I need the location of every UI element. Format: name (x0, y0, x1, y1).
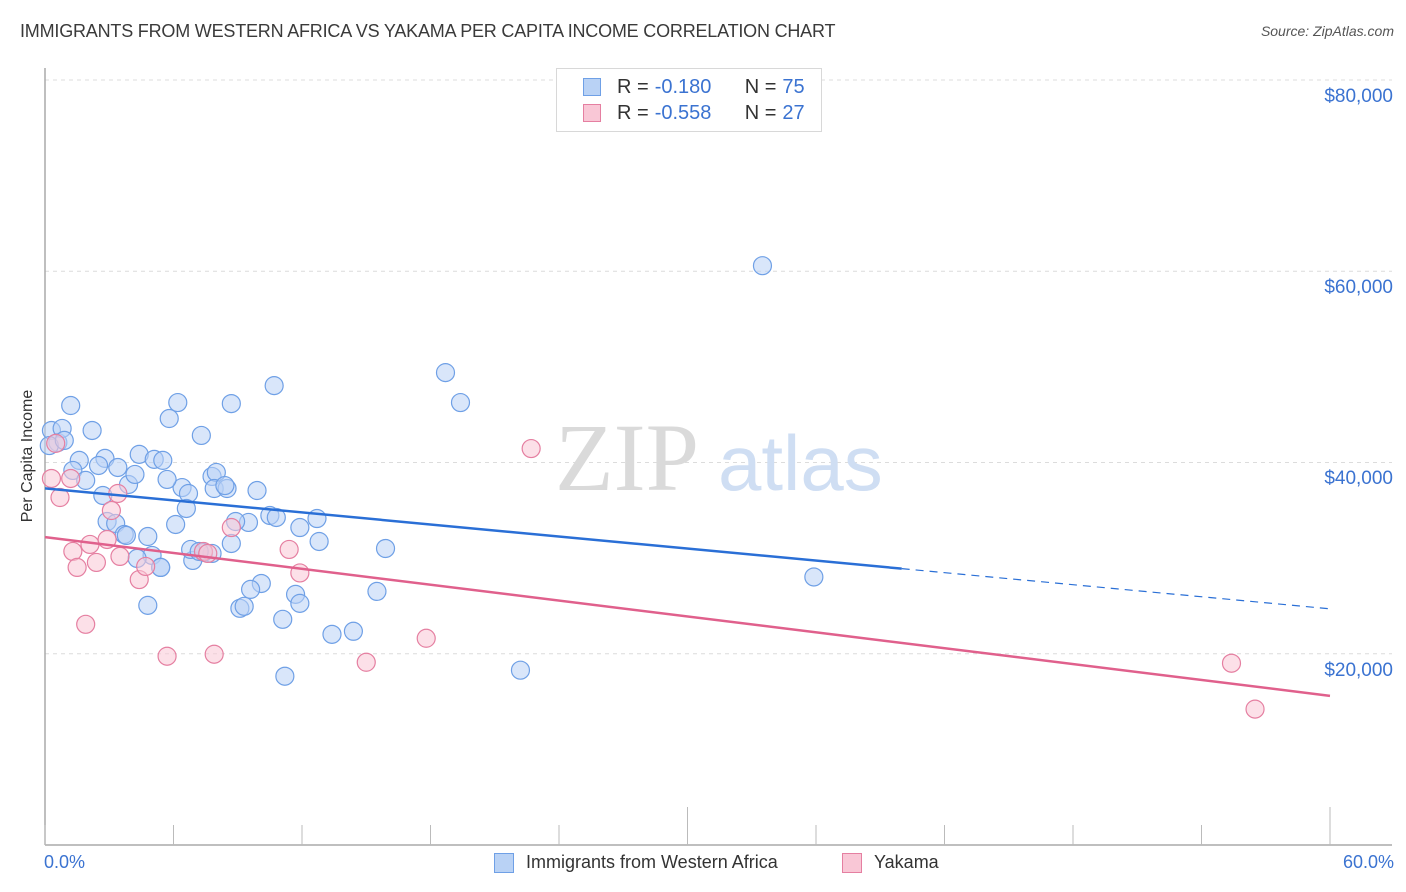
data-point (273, 609, 293, 629)
legend-swatch-blue (583, 78, 601, 96)
trend-line-yakama (44, 535, 1331, 698)
data-point (375, 538, 396, 559)
legend-label: Immigrants from Western Africa (526, 852, 778, 872)
data-point (275, 666, 295, 686)
data-point (322, 624, 342, 644)
y-tick-20000: $20,000 (1324, 660, 1393, 681)
data-point (215, 475, 235, 496)
data-point (450, 392, 471, 413)
data-point (804, 567, 824, 587)
data-point (191, 425, 211, 446)
data-point (159, 408, 179, 429)
data-point (61, 395, 81, 416)
r-value: -0.180 (654, 75, 712, 98)
data-point (343, 621, 363, 641)
y-tick-80000: $80,000 (1324, 86, 1393, 107)
data-point (290, 517, 310, 538)
axes (44, 68, 1392, 846)
data-point (116, 525, 136, 546)
bottom-legend-yakama: Yakama (842, 852, 939, 873)
legend-row-yakama: R = -0.558 N = 27 (583, 101, 805, 125)
n-label: N = (744, 75, 777, 98)
data-point (136, 556, 156, 577)
data-point (86, 552, 107, 573)
bottom-legend-western-africa: Immigrants from Western Africa (494, 852, 778, 873)
legend-swatch-pink (583, 104, 601, 122)
r-label: R = (617, 101, 649, 124)
gridlines (45, 79, 1392, 655)
data-point (221, 533, 241, 554)
data-point (752, 256, 773, 276)
data-point (356, 652, 376, 672)
data-point (510, 660, 531, 680)
data-point (198, 543, 218, 564)
legend-swatch-pink (842, 852, 862, 873)
data-point (153, 450, 173, 470)
data-point (101, 500, 121, 521)
data-point (521, 438, 541, 459)
data-point (88, 455, 109, 476)
data-point (367, 581, 387, 602)
data-point (264, 376, 284, 396)
data-point (279, 539, 299, 560)
legend-label: Yakama (874, 852, 939, 872)
correlation-legend: R = -0.180 N = 75 R = -0.558 N = 27 (556, 68, 822, 132)
legend-swatch-blue (494, 852, 514, 873)
data-point (138, 595, 158, 615)
data-point (309, 531, 329, 552)
data-point (110, 546, 130, 567)
data-point (241, 579, 261, 599)
data-point (266, 507, 286, 528)
trend-lines (44, 487, 1331, 698)
data-point (108, 457, 128, 478)
data-point (63, 541, 83, 562)
y-axis-label: Per Capita Income (19, 389, 36, 523)
data-point (61, 468, 81, 489)
data-point (234, 596, 254, 616)
data-point (138, 526, 158, 547)
data-point (157, 646, 177, 666)
data-point (221, 393, 241, 414)
data-point (41, 468, 62, 489)
data-point (67, 557, 87, 578)
n-label: N = (744, 101, 777, 124)
data-points (39, 256, 1265, 719)
data-point (221, 517, 241, 538)
x-tick-min: 0.0% (44, 852, 86, 872)
data-point (435, 363, 456, 383)
data-point (1245, 699, 1265, 719)
data-point (76, 614, 96, 634)
x-tick-max: 60.0% (1342, 852, 1394, 872)
r-value: -0.558 (654, 101, 712, 124)
data-point (416, 628, 436, 648)
data-point (46, 433, 66, 453)
y-tick-60000: $60,000 (1324, 277, 1393, 298)
y-tick-40000: $40,000 (1324, 468, 1393, 489)
data-point (290, 593, 310, 613)
watermark-zip: ZIP (555, 404, 699, 511)
data-point (157, 469, 177, 490)
data-point (168, 392, 188, 413)
trend-line-extension (901, 568, 1331, 610)
data-point (82, 420, 102, 441)
trend-line-western-africa (44, 487, 902, 570)
n-value: 27 (782, 101, 805, 124)
data-point (125, 464, 145, 485)
n-value: 75 (782, 75, 805, 98)
data-point (176, 498, 196, 519)
data-point (166, 514, 186, 535)
watermark-atlas: atlas (718, 419, 883, 507)
source-label: Source: ZipAtlas.com (1260, 23, 1394, 39)
data-point (1221, 653, 1242, 673)
data-point (247, 480, 267, 501)
data-point (204, 644, 224, 664)
r-label: R = (617, 75, 649, 98)
legend-row-western-africa: R = -0.180 N = 75 (583, 75, 805, 99)
watermark: ZIP atlas (555, 404, 883, 511)
chart-title: IMMIGRANTS FROM WESTERN AFRICA VS YAKAMA… (20, 21, 836, 41)
